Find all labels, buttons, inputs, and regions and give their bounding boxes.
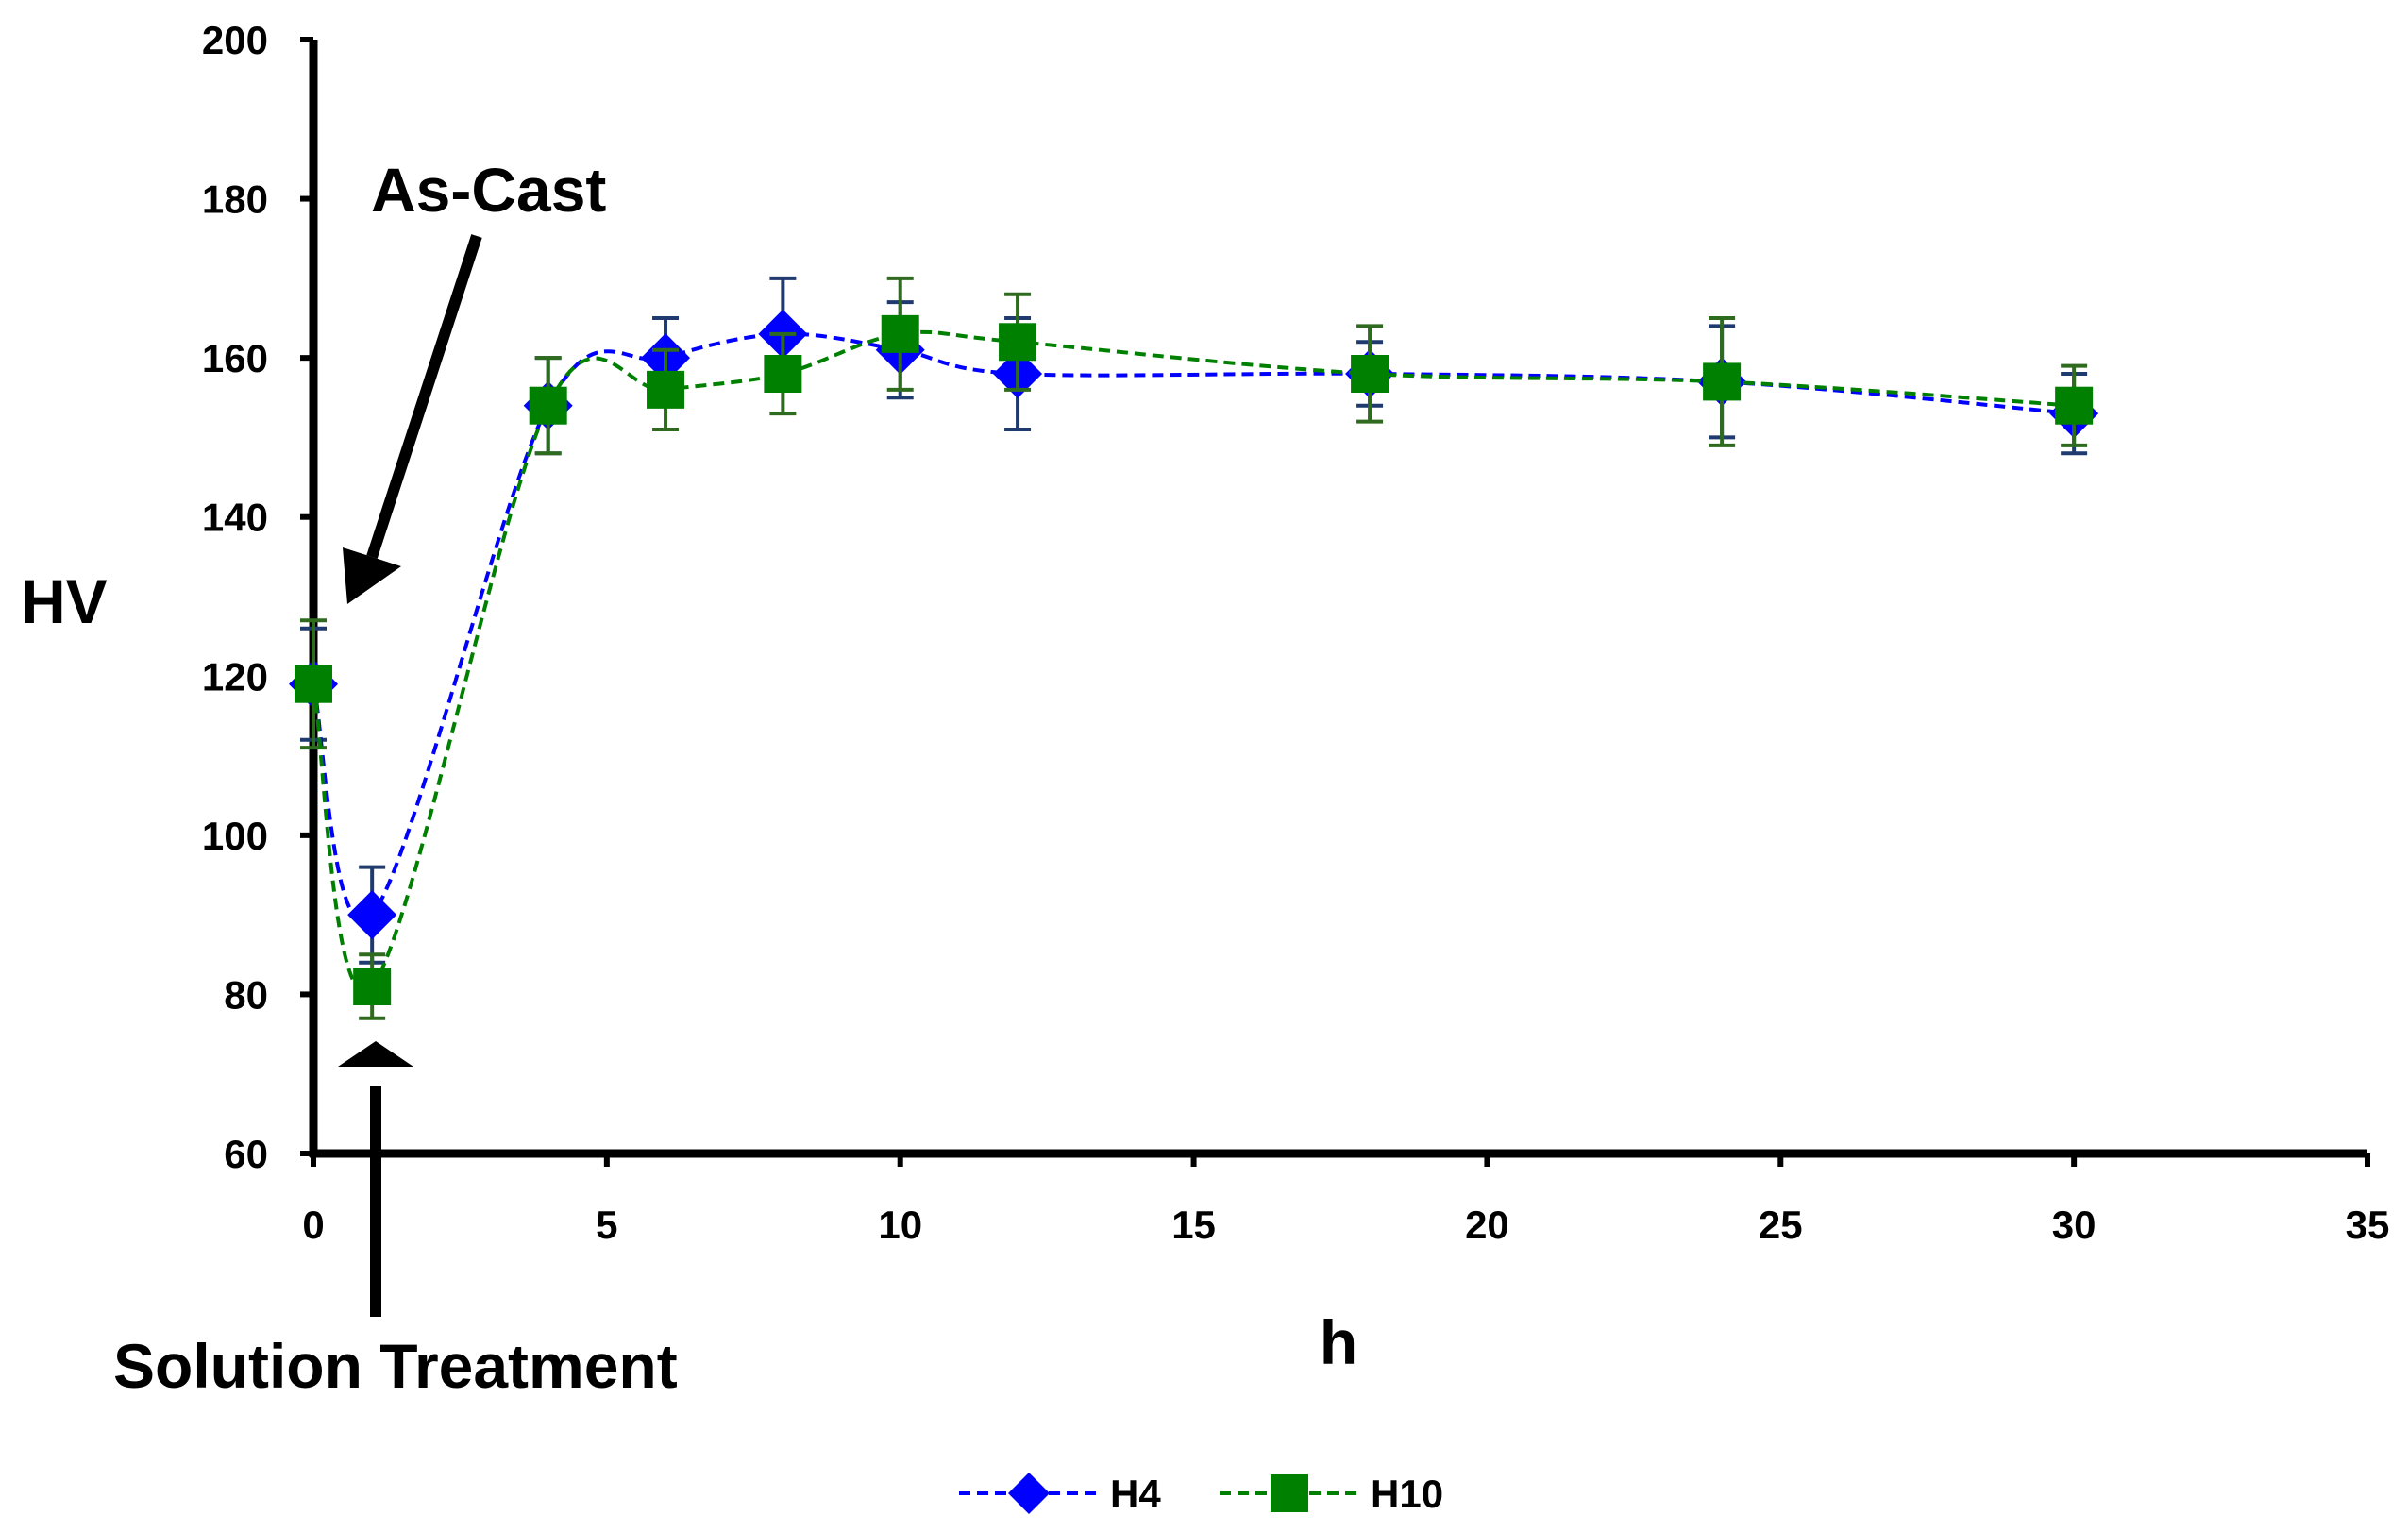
h10-point <box>881 314 919 353</box>
x-tick-label: 0 <box>302 1203 324 1247</box>
x-tick-label: 35 <box>2346 1203 2390 1247</box>
x-tick-label: 15 <box>1171 1203 1216 1247</box>
h10-line <box>312 329 2075 993</box>
legend-h4-marker <box>1008 1473 1050 1514</box>
y-tick-label: 200 <box>202 18 268 62</box>
series-layer <box>289 276 2099 1020</box>
y-tick-label: 160 <box>202 336 268 380</box>
legend-h10-marker <box>1271 1474 1308 1512</box>
h10-point <box>764 355 802 393</box>
y-tick-label: 180 <box>202 177 268 222</box>
h10-point <box>1351 355 1389 393</box>
h10-point <box>2055 386 2094 425</box>
x-axis-title: h <box>1320 1307 1357 1377</box>
legend-h4-label: H4 <box>1110 1472 1161 1516</box>
y-tick-label: 120 <box>202 654 268 699</box>
h10-point <box>353 968 392 1005</box>
x-tick-label: 25 <box>1759 1203 1803 1247</box>
annotation-as-cast: As-Cast <box>371 155 606 225</box>
h10-point <box>529 386 567 425</box>
h4-line <box>312 331 2075 923</box>
h10-point <box>647 370 685 409</box>
x-tick-label: 30 <box>2052 1203 2096 1247</box>
x-tick-label: 5 <box>596 1203 617 1247</box>
x-axis-ticks: 0 5 10 15 20 25 30 35 <box>302 1153 2389 1247</box>
annotation-solution-treatment: Solution Treatment <box>113 1331 678 1401</box>
h10-point <box>999 323 1037 362</box>
y-tick-label: 60 <box>224 1132 268 1176</box>
y-axis-ticks: 60 80 100 120 140 160 180 200 <box>202 18 313 1176</box>
legend: H4 H10 <box>959 1472 1443 1516</box>
x-tick-label: 10 <box>878 1203 922 1247</box>
h10-point <box>295 665 332 703</box>
y-tick-label: 100 <box>202 814 268 858</box>
h10-point <box>1703 362 1742 401</box>
y-axis-title: HV <box>21 566 108 636</box>
series-h10 <box>295 276 2094 1020</box>
y-tick-label: 80 <box>224 972 268 1017</box>
annotation-solution-treatment-arrowhead <box>338 1041 413 1067</box>
annotation-as-cast-arrow-shaft <box>366 234 482 559</box>
annotation-as-cast-arrowhead <box>343 547 401 604</box>
legend-h10-label: H10 <box>1371 1472 1443 1516</box>
y-tick-label: 140 <box>202 496 268 540</box>
x-tick-label: 20 <box>1465 1203 1509 1247</box>
h4-point <box>347 890 397 940</box>
